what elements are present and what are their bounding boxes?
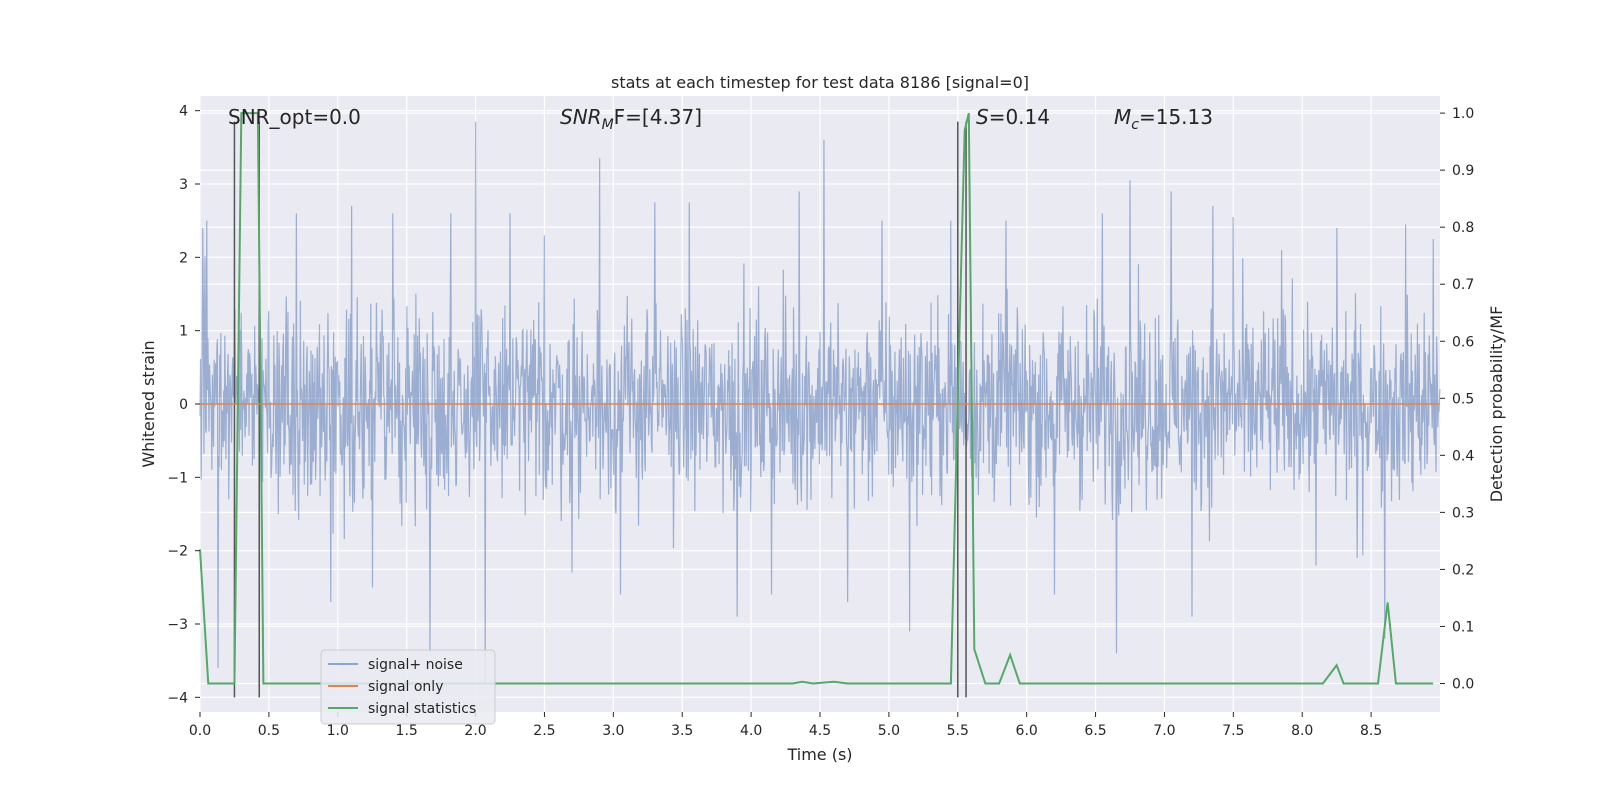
signal-statistics-series	[199, 112, 1434, 685]
legend-label-signal-noise: signal+ noise	[368, 657, 463, 673]
x-tick-label-3: 1.5	[396, 723, 418, 739]
snr-mf-subscript: M	[602, 117, 614, 133]
y-left-tick-label-4: 0	[179, 397, 188, 413]
right-y-axis-title: Detection probability/MF	[1487, 306, 1506, 503]
y-right-tick-label-6: 0.6	[1452, 334, 1474, 350]
x-tick-label-11: 5.5	[947, 723, 969, 739]
x-tick-label-4: 2.0	[464, 723, 486, 739]
x-axis-title: Time (s)	[786, 745, 852, 764]
y-left-tick-label-3: −1	[167, 470, 188, 486]
y-left-tick-label-6: 2	[179, 250, 188, 266]
x-tick-label-12: 6.0	[1016, 723, 1038, 739]
legend: signal+ noise signal only signal statist…	[320, 649, 496, 725]
y-left-tick-label-8: 4	[179, 104, 188, 120]
mc-suffix: =15.13	[1139, 105, 1213, 129]
left-y-axis-title: Whitened strain	[139, 340, 158, 467]
noise-series	[199, 121, 1441, 683]
x-tick-label-14: 7.0	[1153, 723, 1175, 739]
x-tick-label-5: 2.5	[533, 723, 555, 739]
y-right-tick-label-4: 0.4	[1452, 448, 1474, 464]
y-right-tick-label-10: 1.0	[1452, 106, 1474, 122]
s-prefix: S	[976, 105, 989, 129]
y-right-tick-label-0: 0.0	[1452, 676, 1474, 692]
s-suffix: =0.14	[989, 105, 1050, 129]
signal-statistics-line	[199, 112, 1434, 685]
mc-annotation: Mc=15.13	[1114, 105, 1213, 133]
mc-prefix: M	[1114, 105, 1131, 129]
snr-mf-suffix: F=[4.37]	[614, 105, 702, 129]
signal-noise-line	[199, 121, 1441, 683]
y-left-tick-label-1: −3	[167, 617, 188, 633]
y-left-tick-label-0: −4	[167, 690, 188, 706]
x-tick-label-15: 7.5	[1222, 723, 1244, 739]
s-annotation: S=0.14	[976, 105, 1050, 129]
x-tick-label-10: 5.0	[878, 723, 900, 739]
legend-label-signal-only: signal only	[368, 679, 443, 695]
y-left-tick-label-7: 3	[179, 177, 188, 193]
x-tick-label-1: 0.5	[258, 723, 280, 739]
x-tick-label-7: 3.5	[671, 723, 693, 739]
right-y-axis-ticks: 0.0 0.1 0.2 0.3 0.4 0.5 0.6 0.7 0.8 0.9 1.0	[1440, 106, 1474, 692]
y-right-tick-label-1: 0.1	[1452, 619, 1474, 635]
snr-mf-annotation: SNRMF=[4.37]	[560, 105, 702, 133]
snr-opt-annotation: SNR_opt=0.0	[228, 105, 361, 129]
x-tick-label-6: 3.0	[602, 723, 624, 739]
y-left-tick-label-5: 1	[179, 324, 188, 340]
y-right-tick-label-9: 0.9	[1452, 163, 1474, 179]
y-left-tick-label-2: −2	[167, 544, 188, 560]
y-right-tick-label-3: 0.3	[1452, 505, 1474, 521]
chart-title: stats at each timestep for test data 818…	[611, 73, 1029, 92]
legend-label-signal-statistics: signal statistics	[368, 701, 476, 717]
x-tick-label-16: 8.0	[1291, 723, 1313, 739]
y-right-tick-label-2: 0.2	[1452, 562, 1474, 578]
x-tick-label-0: 0.0	[189, 723, 211, 739]
x-axis-ticks: 0.0 0.5 1.0 1.5 2.0 2.5 3.0 3.5 4.0 4.5 5.0 5.5 6.0 6…	[189, 712, 1382, 739]
x-tick-label-9: 4.5	[809, 723, 831, 739]
x-tick-label-13: 6.5	[1084, 723, 1106, 739]
x-tick-label-2: 1.0	[327, 723, 349, 739]
legend-box	[320, 649, 496, 725]
snr-mf-prefix: SNR	[560, 105, 602, 129]
y-right-tick-label-7: 0.7	[1452, 277, 1474, 293]
mc-subscript: c	[1131, 117, 1139, 133]
y-right-tick-label-5: 0.5	[1452, 391, 1474, 407]
left-y-axis-ticks: −4 −3 −2 −1 0 1 2 3 4	[167, 104, 200, 706]
x-tick-label-8: 4.0	[740, 723, 762, 739]
x-tick-label-17: 8.5	[1360, 723, 1382, 739]
y-right-tick-label-8: 0.8	[1452, 220, 1474, 236]
